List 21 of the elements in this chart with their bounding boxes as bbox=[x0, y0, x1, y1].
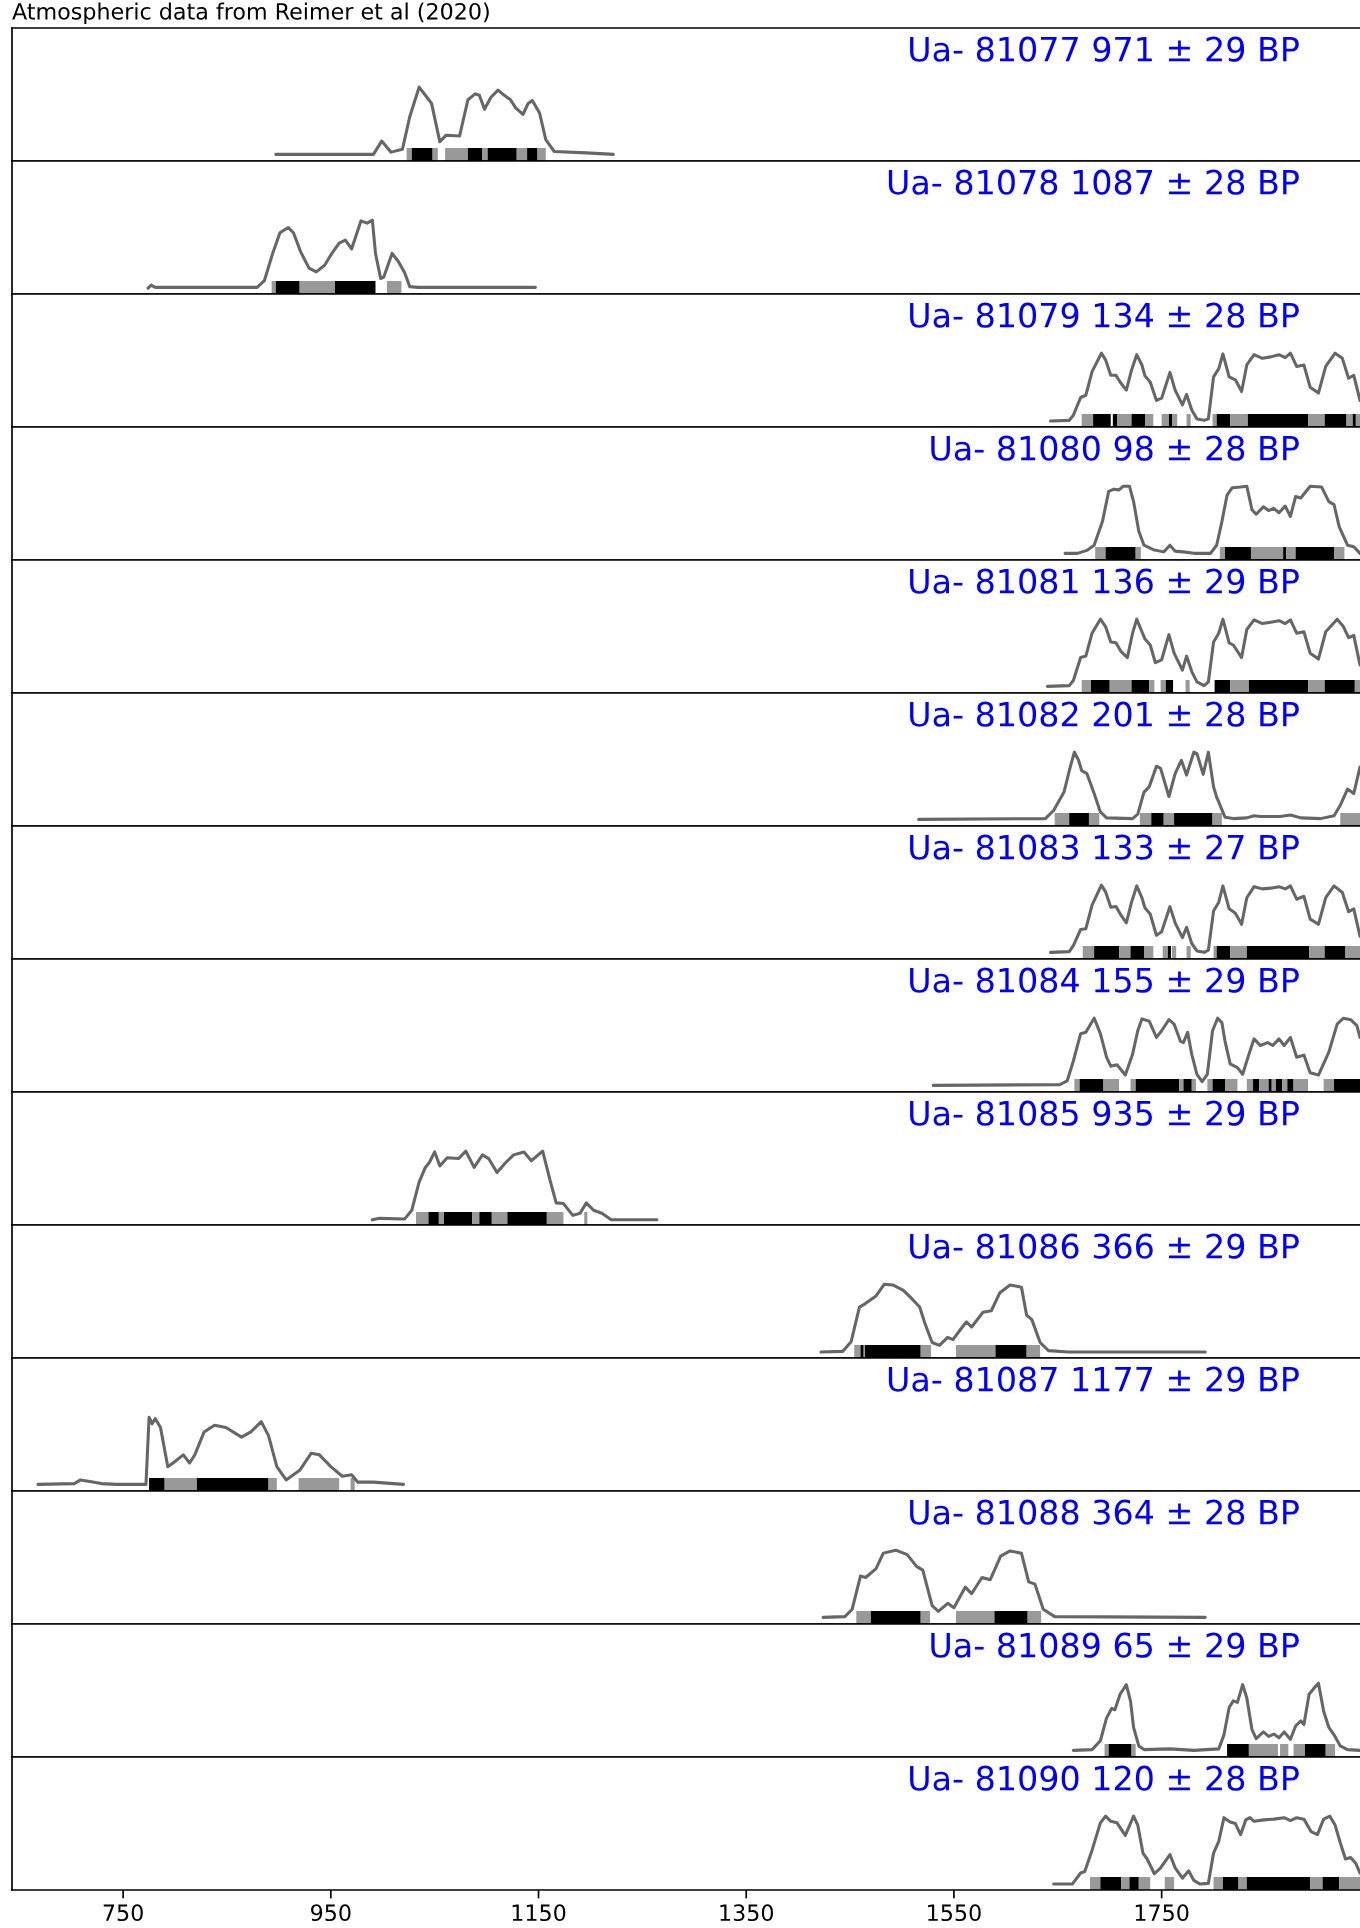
x-tick-label: 1550 bbox=[928, 1904, 981, 1922]
x-tick-label: 1750 bbox=[1135, 1904, 1189, 1922]
chart-title: Ua- 81080 98 ± 28 BP bbox=[931, 435, 1299, 461]
x-tick-label: 950 bbox=[311, 1904, 351, 1922]
text: Atmospheric data from Reimer et al (2020) bbox=[12, 2, 489, 24]
chart-title: Ua- 81088 364 ± 28 BP bbox=[910, 1499, 1299, 1525]
chart-title: Ua- 81085 935 ± 29 BP bbox=[910, 1100, 1299, 1126]
chart-title: Ua- 81086 366 ± 29 BP bbox=[910, 1233, 1299, 1259]
x-tick-label: 750 bbox=[103, 1904, 143, 1922]
chart-title: Ua- 81079 134 ± 28 BP bbox=[910, 302, 1299, 328]
chart-title: Ua- 81078 1087 ± 28 BP bbox=[888, 169, 1299, 195]
chart-title: Ua- 81089 65 ± 29 BP bbox=[931, 1632, 1299, 1658]
chart-title: Ua- 81077 971 ± 29 BP bbox=[910, 36, 1299, 62]
chart-title: Ua- 81083 133 ± 27 BP bbox=[910, 834, 1299, 860]
chart-title: Ua- 81090 120 ± 28 BP bbox=[910, 1765, 1299, 1791]
x-tick-label: 1350 bbox=[720, 1904, 774, 1922]
x-tick-label: 1150 bbox=[512, 1904, 566, 1922]
chart-title: Ua- 81087 1177 ± 29 BP bbox=[888, 1366, 1299, 1392]
chart-title: Ua- 81082 201 ± 28 BP bbox=[910, 701, 1299, 727]
chart-title: Ua- 81081 136 ± 29 BP bbox=[910, 568, 1299, 594]
chart-title: Ua- 81084 155 ± 29 BP bbox=[910, 967, 1299, 993]
